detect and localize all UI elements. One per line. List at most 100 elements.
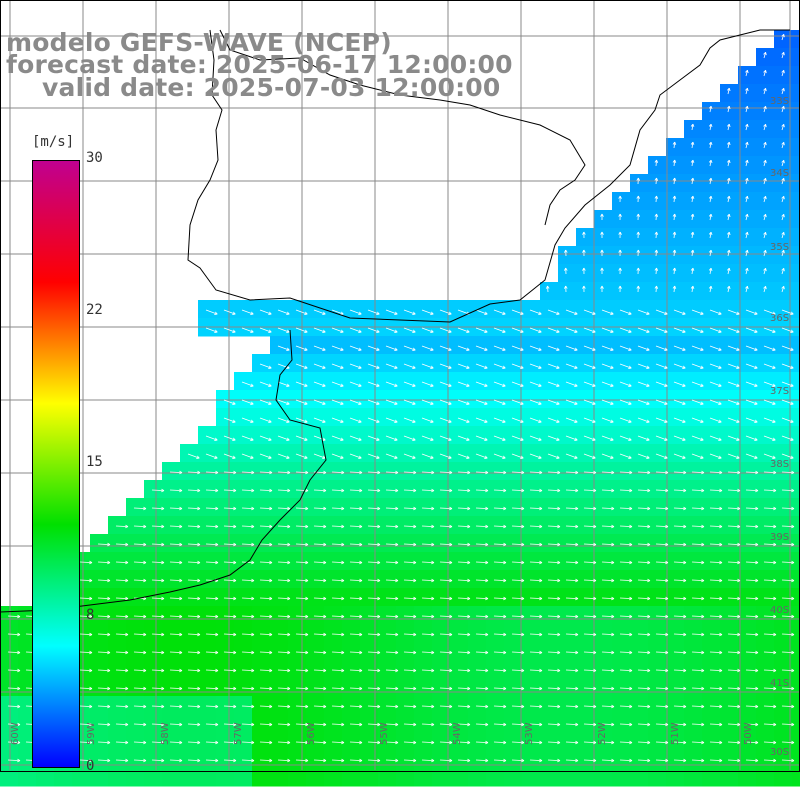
wind-arrow <box>151 578 165 583</box>
wind-speed-cell <box>198 462 217 481</box>
wind-speed-cell <box>648 228 667 247</box>
colorbar <box>32 160 80 768</box>
wind-arrow <box>547 668 561 673</box>
wind-speed-cell <box>378 678 397 697</box>
wind-arrow <box>277 488 291 493</box>
wind-arrow <box>421 435 434 441</box>
wind-speed-cell <box>756 372 775 391</box>
wind-speed-cell <box>414 300 433 319</box>
wind-arrow <box>421 506 435 511</box>
wind-speed-cell <box>684 408 703 427</box>
wind-speed-cell <box>738 534 757 553</box>
wind-arrow <box>565 453 578 459</box>
wind-arrow <box>421 399 434 405</box>
wind-speed-cell <box>378 624 397 643</box>
wind-speed-cell <box>702 444 721 463</box>
wind-arrow <box>709 327 722 333</box>
wind-speed-cell <box>180 552 199 571</box>
wind-arrow <box>475 399 488 405</box>
wind-speed-cell <box>0 732 19 751</box>
wind-arrow <box>385 327 398 333</box>
wind-speed-cell <box>702 120 721 139</box>
wind-arrow <box>277 704 291 709</box>
wind-speed-cell <box>468 444 487 463</box>
wind-speed-cell <box>774 642 793 661</box>
wind-arrow <box>79 596 93 601</box>
wind-speed-cell <box>738 642 757 661</box>
wind-speed-cell <box>306 732 325 751</box>
wind-speed-cell <box>486 372 505 391</box>
wind-arrow <box>187 650 201 655</box>
wind-arrow <box>690 123 695 131</box>
wind-speed-cell <box>216 642 235 661</box>
wind-arrow <box>763 524 777 529</box>
wind-arrow <box>511 345 524 351</box>
wind-arrow <box>781 578 795 583</box>
wind-arrow <box>745 195 749 203</box>
wind-arrow <box>727 668 741 673</box>
wind-arrow <box>637 578 651 583</box>
wind-speed-cell <box>558 498 577 517</box>
wind-arrow <box>565 722 579 727</box>
wind-speed-cell <box>594 210 613 229</box>
wind-arrow <box>673 650 687 655</box>
wind-speed-cell <box>270 642 289 661</box>
wind-arrow <box>97 632 111 637</box>
wind-arrow <box>241 506 255 511</box>
wind-arrow <box>654 177 659 185</box>
wind-arrow <box>727 267 731 275</box>
wind-speed-cell <box>198 696 217 715</box>
wind-speed-cell <box>720 534 739 553</box>
wind-arrow <box>295 363 308 369</box>
wind-speed-cell <box>792 606 800 625</box>
wind-arrow <box>475 686 489 691</box>
wind-speed-cell <box>234 606 253 625</box>
wind-arrow <box>97 650 111 655</box>
wind-arrow <box>385 399 398 405</box>
wind-arrow <box>331 704 345 709</box>
wind-arrow <box>205 560 219 565</box>
wind-arrow <box>529 470 543 475</box>
wind-speed-cell <box>324 336 343 355</box>
lon-label: 52W <box>597 722 608 745</box>
wind-arrow <box>241 417 254 423</box>
wind-arrow <box>241 668 255 673</box>
wind-speed-cell <box>504 408 523 427</box>
wind-arrow <box>151 524 165 529</box>
wind-arrow <box>691 399 704 405</box>
wind-arrow <box>511 578 525 583</box>
wind-speed-cell <box>252 408 271 427</box>
wind-speed-cell <box>630 678 649 697</box>
wind-speed-cell <box>198 444 217 463</box>
wind-speed-cell <box>504 570 523 589</box>
wind-arrow <box>295 327 308 333</box>
wind-arrow <box>187 668 201 673</box>
wind-speed-cell <box>504 660 523 679</box>
wind-speed-cell <box>666 696 685 715</box>
wind-arrow <box>151 722 165 727</box>
wind-speed-cell <box>108 552 127 571</box>
wind-speed-cell <box>612 426 631 445</box>
wind-arrow <box>439 686 453 691</box>
wind-speed-cell <box>270 300 289 319</box>
wind-speed-cell <box>774 570 793 589</box>
wind-arrow <box>349 524 363 529</box>
wind-arrow <box>654 195 659 203</box>
wind-speed-cell <box>774 354 793 373</box>
wind-speed-cell <box>792 462 800 481</box>
wind-speed-cell <box>702 750 721 769</box>
wind-speed-cell <box>576 642 595 661</box>
wind-arrow <box>565 327 578 333</box>
wind-arrow <box>781 177 785 185</box>
wind-speed-cell <box>666 570 685 589</box>
lon-label: 55W <box>379 722 390 745</box>
wind-speed-cell <box>108 516 127 535</box>
wind-arrow <box>367 435 380 441</box>
wind-arrow <box>295 399 308 405</box>
wind-speed-cell <box>342 768 361 787</box>
wind-speed-cell <box>486 354 505 373</box>
wind-arrow <box>619 614 633 619</box>
wind-speed-cell <box>738 732 757 751</box>
wind-arrow <box>493 506 507 511</box>
